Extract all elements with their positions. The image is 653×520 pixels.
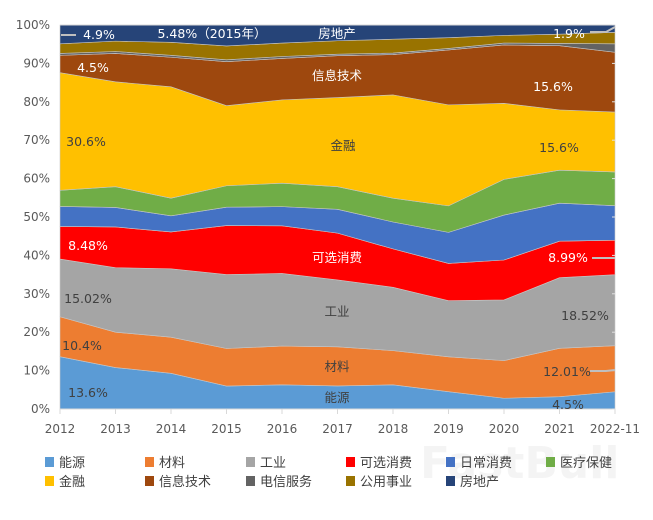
label-real-estate-2012: 4.9%	[83, 27, 115, 42]
plot-areas	[59, 24, 616, 410]
label-financials-2012: 30.6%	[66, 134, 106, 149]
label-financials-2022: 15.6%	[539, 140, 579, 155]
legend-item[interactable]: 房地产	[446, 474, 499, 490]
label-consumer-disc-2012: 8.48%	[68, 238, 108, 253]
legend-swatch	[346, 457, 355, 467]
legend-item[interactable]: 公用事业	[346, 475, 412, 490]
label-materials-name: 材料	[324, 359, 350, 374]
x-tick-label: 2021	[544, 422, 575, 436]
x-tick-label: 2014	[156, 422, 187, 436]
legend-label: 公用事业	[360, 475, 412, 490]
legend-label: 工业	[260, 456, 286, 471]
x-tick-label: 2020	[489, 422, 520, 436]
y-tick-label: 40%	[23, 248, 50, 262]
y-tick-label: 10%	[23, 364, 50, 378]
leader-line-mat-2022	[590, 369, 616, 372]
label-real-estate-2015: 5.48%（2015年）	[157, 26, 266, 41]
legend-swatch	[246, 476, 255, 486]
x-tick-label: 2022-11	[590, 422, 640, 436]
label-industrials-2022: 18.52%	[561, 308, 609, 323]
legend-item[interactable]: 电信服务	[246, 474, 312, 490]
y-tick-label: 0%	[31, 402, 50, 416]
legend-swatch	[546, 457, 555, 467]
y-tick-label: 30%	[23, 287, 50, 301]
legend-label: 医疗保健	[560, 456, 612, 471]
label-industrials-2012: 15.02%	[64, 291, 112, 306]
leader-lines	[61, 26, 616, 372]
legend-swatch	[45, 476, 54, 486]
label-energy-2022: 4.5%	[552, 397, 584, 412]
label-energy-2012: 13.6%	[68, 385, 108, 400]
label-consumer-disc-name: 可选消费	[312, 250, 362, 265]
legend-swatch	[346, 476, 355, 486]
legend-label: 房地产	[460, 474, 499, 490]
label-consumer-disc-2022: 8.99%	[548, 250, 588, 265]
legend-item[interactable]: 能源	[45, 456, 85, 471]
label-it-name: 信息技术	[312, 68, 363, 83]
y-tick-label: 90%	[23, 56, 50, 70]
x-tick-label: 2018	[378, 422, 409, 436]
legend-label: 可选消费	[360, 456, 412, 471]
legend-label: 材料	[159, 456, 185, 471]
x-tick-label: 2015	[211, 422, 242, 436]
label-energy-name: 能源	[324, 390, 350, 405]
legend-label: 能源	[59, 456, 85, 471]
label-financials-name: 金融	[330, 138, 356, 153]
x-tick-label: 2012	[45, 422, 76, 436]
legend-item[interactable]: 可选消费	[346, 456, 412, 471]
y-tick-label: 100%	[16, 18, 50, 32]
legend-item[interactable]: 工业	[246, 456, 286, 471]
legend-item[interactable]: 日常消费	[446, 456, 512, 471]
legend-swatch	[246, 457, 255, 467]
label-real-estate-name: 房地产	[318, 26, 356, 41]
legend-swatch	[145, 476, 154, 486]
legend-label: 金融	[59, 474, 85, 490]
leader-line-re-2022	[590, 26, 616, 33]
legend-item[interactable]: 材料	[145, 456, 185, 471]
legend-swatch	[446, 457, 455, 467]
legend-item[interactable]: 信息技术	[145, 474, 211, 490]
label-materials-2022: 12.01%	[543, 364, 591, 379]
legend-label: 信息技术	[159, 474, 211, 490]
y-tick-label: 80%	[23, 95, 50, 109]
label-materials-2012: 10.4%	[62, 338, 102, 353]
label-real-estate-2022: 1.9%	[553, 26, 585, 41]
legend-label: 日常消费	[460, 456, 512, 471]
y-tick-label: 60%	[23, 172, 50, 186]
legend-swatch	[145, 457, 154, 467]
legend-label: 电信服务	[260, 474, 312, 490]
legend-item[interactable]: 医疗保健	[546, 456, 612, 471]
y-tick-label: 70%	[23, 133, 50, 147]
annotations: 4.9% 5.48%（2015年） 房地产 1.9% 4.5% 信息技术 15.…	[62, 26, 609, 412]
x-tick-label: 2017	[322, 422, 353, 436]
x-tick-label: 2013	[100, 422, 131, 436]
legend-swatch	[446, 476, 455, 486]
x-tick-label: 2016	[267, 422, 298, 436]
x-tick-label: 2019	[433, 422, 464, 436]
label-it-2022: 15.6%	[533, 79, 573, 94]
label-industrials-name: 工业	[324, 304, 349, 319]
y-tick-label: 20%	[23, 325, 50, 339]
legend-item[interactable]: 金融	[45, 474, 85, 490]
label-it-2012: 4.5%	[77, 60, 109, 75]
axes: 2012 2013 2014 2015 2016 2017 2018 2019 2020 2021…	[16, 18, 640, 436]
legend-swatch	[45, 457, 54, 467]
y-tick-label: 50%	[23, 210, 50, 224]
